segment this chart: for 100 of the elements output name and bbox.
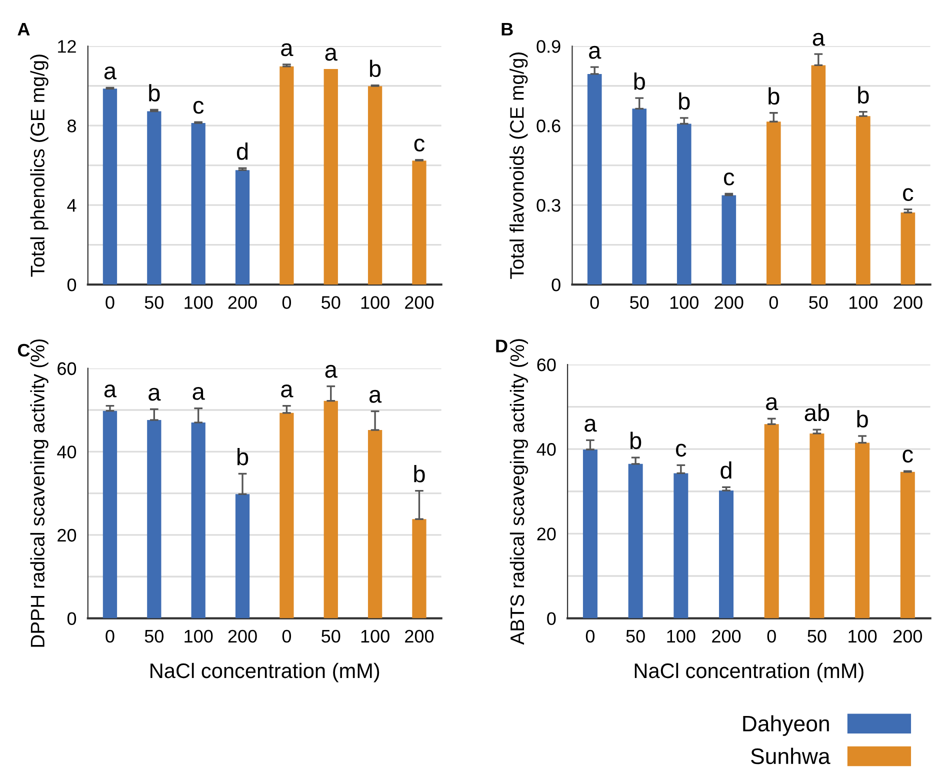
data-label: b — [149, 84, 160, 102]
x-tick-label: 100 — [184, 296, 213, 309]
x-tick-label: 50 — [808, 630, 826, 643]
data-label: a — [281, 384, 294, 398]
y-axis-title: Total phenolics (GE mg/g) — [30, 54, 48, 277]
data-label: c — [676, 444, 686, 457]
x-tick-label: 0 — [282, 630, 292, 643]
x-tick-label: 0 — [590, 296, 599, 309]
data-label: c — [902, 450, 913, 463]
x-tick-label: 200 — [228, 296, 257, 309]
bar — [412, 160, 426, 285]
chart-title: C — [18, 344, 30, 357]
chart-title: B — [502, 22, 513, 36]
x-tick-label: 50 — [809, 296, 828, 309]
bar — [412, 519, 426, 618]
data-label: d — [720, 461, 732, 479]
x-tick-label: 200 — [405, 296, 434, 309]
x-tick-label: 200 — [405, 630, 434, 643]
data-label: c — [193, 100, 204, 114]
data-label: a — [584, 418, 597, 432]
x-tick-label: 100 — [667, 630, 696, 643]
y-tick-label: 0.3 — [536, 199, 560, 212]
data-label: a — [325, 48, 338, 61]
data-label: a — [325, 364, 338, 378]
data-label: d — [236, 142, 248, 160]
bar — [900, 472, 915, 618]
x-tick-label: 50 — [322, 630, 340, 643]
data-label: b — [414, 465, 425, 482]
bar — [324, 68, 338, 285]
bar — [676, 124, 692, 285]
bar — [810, 433, 824, 618]
data-label: a — [766, 397, 778, 410]
y-tick-label: 0 — [552, 278, 560, 292]
bar — [102, 410, 118, 618]
x-tick-label: 200 — [894, 296, 922, 309]
bar — [324, 400, 338, 618]
y-tick-label: 0 — [67, 612, 76, 625]
legend-label: Dahyeon — [743, 715, 829, 736]
bar — [235, 494, 250, 618]
x-tick-label: 0 — [769, 296, 778, 309]
x-tick-label: 0 — [106, 296, 114, 309]
bar — [235, 170, 250, 285]
data-label: a — [148, 388, 161, 401]
data-label: a — [281, 43, 294, 56]
bar — [900, 212, 916, 285]
x-tick-label: 50 — [630, 296, 649, 309]
bar — [766, 122, 781, 285]
data-label: b — [370, 60, 381, 78]
y-tick-label: 0.9 — [536, 40, 560, 53]
data-label: c — [724, 172, 734, 186]
data-label: ab — [804, 404, 830, 422]
y-tick-label: 0 — [547, 612, 556, 625]
bar — [582, 450, 598, 618]
data-label: b — [858, 86, 869, 104]
y-tick-label: 60 — [58, 362, 76, 376]
data-label: a — [812, 32, 825, 46]
x-tick-label: 100 — [361, 296, 390, 309]
y-tick-label: 12 — [58, 40, 76, 53]
data-label: b — [857, 410, 868, 428]
bar — [719, 490, 734, 618]
x-axis-title: NaCl concentration (mM) — [150, 662, 380, 682]
x-tick-label: 50 — [144, 630, 164, 643]
x-tick-label: 200 — [714, 296, 744, 309]
bar — [147, 111, 162, 285]
bar — [368, 430, 382, 618]
data-label: c — [414, 138, 425, 152]
bar — [368, 86, 382, 285]
bar — [102, 88, 118, 285]
x-tick-label: 50 — [322, 296, 340, 309]
bar — [811, 65, 826, 285]
bar — [764, 424, 779, 618]
y-tick-label: 0.6 — [536, 120, 560, 132]
y-axis-title: ABTS radical scaveging activity (%) — [510, 339, 528, 645]
y-tick-label: 4 — [67, 199, 76, 212]
bar — [632, 108, 647, 285]
bar — [628, 464, 643, 618]
x-tick-label: 0 — [586, 630, 595, 643]
x-tick-label: 100 — [670, 296, 698, 309]
bar — [587, 74, 602, 285]
data-label: c — [903, 188, 914, 202]
x-tick-label: 0 — [282, 296, 292, 309]
bar — [191, 422, 206, 618]
x-tick-label: 100 — [361, 630, 390, 643]
bar — [856, 116, 870, 285]
y-tick-label: 40 — [57, 446, 76, 458]
y-tick-label: 20 — [537, 528, 556, 540]
data-label: a — [369, 390, 382, 403]
chart-title: A — [18, 22, 30, 36]
bar — [191, 123, 206, 285]
x-tick-label: 200 — [712, 630, 741, 643]
x-tick-label: 200 — [228, 630, 257, 643]
x-tick-label: 100 — [184, 630, 213, 643]
y-axis-title: DPPH radical scavening activity (%) — [30, 339, 48, 647]
y-tick-label: 60 — [537, 358, 556, 372]
x-tick-label: 0 — [106, 630, 114, 643]
bar — [674, 473, 688, 618]
x-tick-label: 100 — [849, 296, 878, 309]
data-label: b — [630, 432, 642, 450]
x-tick-label: 100 — [848, 630, 877, 643]
data-label: b — [237, 448, 248, 466]
